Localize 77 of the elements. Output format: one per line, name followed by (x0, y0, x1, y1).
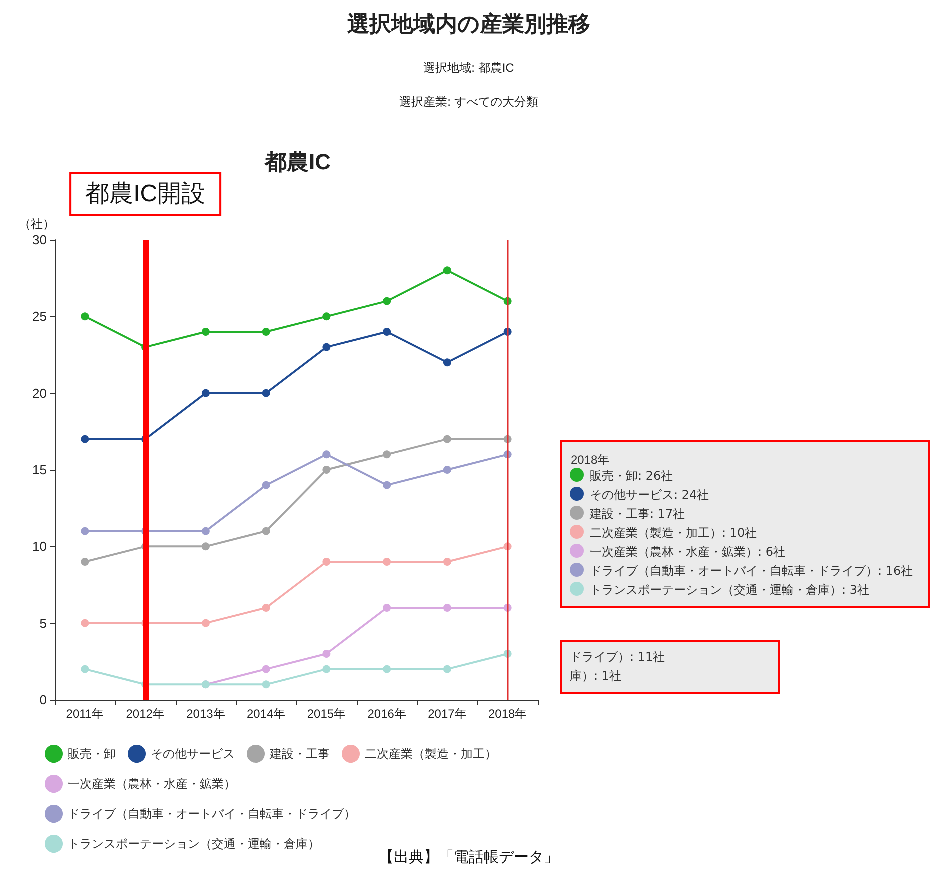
x-tick-label: 2015年 (307, 707, 346, 721)
text: 一次産業（農林・水産・鉱業）: 6社 (590, 545, 786, 559)
ref-line-label: 都農IC開設 (86, 180, 206, 208)
y-tick-label: 30 (32, 232, 47, 248)
text: 2018年 (571, 453, 610, 467)
legend-label: 販売・卸 (68, 747, 116, 761)
point (81, 312, 90, 321)
x-tick-label: 2016年 (368, 707, 406, 721)
point (383, 604, 392, 612)
point (262, 680, 270, 689)
point (262, 527, 270, 536)
text: その他サービス: 24社 (590, 488, 710, 502)
point (262, 604, 270, 612)
text: ドライブ（自動車・オートバイ・自転車・ドライブ）: 16社 (590, 564, 914, 578)
x-tick-label: 2012年 (126, 707, 165, 721)
point (322, 665, 331, 674)
text: ドライブ）: 11社 (570, 649, 666, 666)
point (443, 358, 452, 367)
chart-title: 選択地域内の産業別推移 (348, 12, 590, 36)
text: 庫）: 1社 (570, 668, 622, 685)
point (81, 558, 90, 566)
point (322, 558, 331, 566)
x-tick-label: 2013年 (186, 707, 226, 721)
point (383, 297, 392, 306)
point (443, 466, 452, 474)
legend-label: その他サービス (151, 747, 235, 761)
point (383, 481, 392, 490)
text: 販売・卸: 26社 (590, 469, 674, 483)
x-tick-label: 2017年 (428, 707, 467, 721)
point (202, 527, 210, 536)
point (262, 665, 270, 674)
point (81, 665, 90, 674)
point (383, 558, 392, 566)
legend-label: 二次産業（製造・加工） (365, 747, 497, 761)
y-tick-label: 5 (40, 616, 47, 631)
x-tick-label: 2011年 (66, 707, 104, 721)
point (262, 328, 270, 336)
point (81, 619, 90, 628)
point (383, 450, 392, 459)
point (322, 343, 331, 352)
legend-label: 建設・工事 (269, 747, 330, 761)
point (202, 389, 210, 398)
legend-label: ドライブ（自動車・オートバイ・自転車・ドライブ） (68, 807, 356, 821)
point (322, 466, 331, 474)
point (202, 542, 210, 551)
point (443, 665, 452, 674)
text: 二次産業（製造・加工）: 10社 (590, 526, 758, 540)
point (202, 619, 210, 628)
point (322, 312, 331, 321)
point (322, 450, 331, 459)
text: トランスポーテーション（交通・運輸・倉庫）: 3社 (590, 583, 870, 597)
y-tick-label: 20 (32, 386, 47, 401)
text: 建設・工事: 17社 (590, 507, 686, 521)
point (443, 435, 452, 444)
y-tick-label: 15 (32, 462, 47, 478)
y-tick-label: 25 (32, 309, 47, 324)
point (262, 481, 270, 490)
text: 都農IC (264, 150, 332, 174)
point (262, 389, 270, 398)
point (383, 328, 392, 336)
x-tick-label: 2018年 (488, 707, 528, 721)
legend-label: トランスポーテーション（交通・運輸・倉庫） (68, 837, 320, 851)
point (81, 435, 90, 444)
point (81, 527, 90, 536)
point (443, 558, 452, 566)
legend-label: 一次産業（農林・水産・鉱業） (68, 777, 236, 791)
point (202, 328, 210, 336)
point (443, 266, 452, 275)
y-tick-label: 10 (32, 539, 47, 554)
y-axis-title: （社） (19, 217, 55, 231)
point (443, 604, 452, 612)
text: 選択地域: 都農IC 選択産業: すべての大分類 (400, 61, 538, 109)
x-tick-label: 2014年 (246, 707, 286, 721)
point (383, 665, 392, 674)
text: 【出典】「電話帳データ」 (379, 848, 559, 866)
point (322, 650, 331, 658)
y-tick-label: 0 (40, 692, 47, 708)
